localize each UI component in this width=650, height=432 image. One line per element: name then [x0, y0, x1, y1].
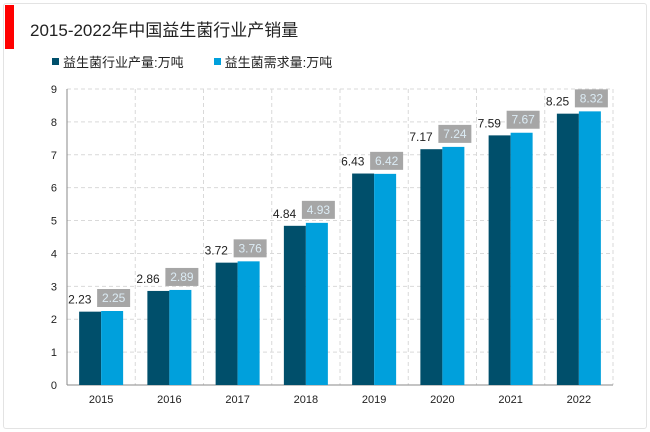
bar-demand [510, 132, 533, 385]
legend-item-demand: 益生菌需求量:万吨 [213, 52, 333, 71]
bar-production [352, 173, 375, 385]
legend: 益生菌行业产量:万吨 益生菌需求量:万吨 [52, 52, 332, 71]
data-label-production: 2.23 [68, 293, 92, 307]
data-label-demand: 7.24 [443, 127, 467, 141]
y-tick-label: 8 [51, 117, 57, 129]
data-label-box-demand [165, 267, 199, 286]
bar-demand [237, 261, 260, 385]
x-tick-label: 2019 [362, 394, 386, 406]
legend-item-production: 益生菌行业产量:万吨 [52, 52, 184, 71]
legend-label-production: 益生菌行业产量:万吨 [63, 55, 184, 70]
data-label-production: 7.17 [409, 130, 433, 144]
data-label-demand: 6.42 [375, 154, 399, 168]
x-tick-label: 2017 [225, 394, 249, 406]
data-label-demand: 4.93 [307, 203, 331, 217]
bar-demand [101, 311, 124, 385]
bar-production [79, 311, 102, 385]
bar-demand [374, 173, 397, 385]
data-label-production: 6.43 [341, 155, 365, 169]
data-label-box-demand [233, 239, 267, 258]
y-tick-label: 5 [51, 216, 57, 228]
data-label-box-demand [506, 110, 540, 129]
x-tick-label: 2015 [89, 394, 113, 406]
data-label-production: 7.59 [478, 116, 502, 130]
bar-production [215, 262, 238, 385]
bar-demand [169, 289, 192, 385]
data-label-box-demand [370, 151, 404, 170]
chart-frame [3, 3, 647, 429]
data-label-demand: 7.67 [511, 113, 535, 127]
legend-label-demand: 益生菌需求量:万吨 [224, 55, 333, 70]
x-tick-label: 2022 [567, 394, 591, 406]
chart-title: 2015-2022年中国益生菌行业产销量 [30, 21, 299, 40]
data-label-production: 8.25 [546, 95, 570, 109]
data-label-demand: 2.25 [102, 291, 126, 305]
y-tick-label: 6 [51, 183, 57, 195]
y-tick-label: 0 [51, 380, 57, 392]
legend-swatch-demand [213, 58, 221, 65]
y-tick-label: 7 [51, 150, 57, 162]
x-tick-label: 2016 [157, 394, 181, 406]
data-label-box-demand [438, 124, 472, 143]
bar-production [420, 149, 443, 385]
legend-swatch-production [52, 58, 59, 65]
data-label-box-demand [301, 200, 335, 219]
data-label-production: 3.72 [205, 244, 229, 258]
title-accent-bar [5, 5, 14, 49]
y-tick-label: 1 [51, 347, 57, 359]
y-tick-label: 9 [51, 84, 57, 96]
bar-demand [578, 111, 601, 385]
bar-production [283, 225, 306, 385]
bar-demand [305, 222, 328, 385]
bar-production [556, 113, 579, 386]
bar-demand [442, 146, 465, 385]
data-label-demand: 2.89 [170, 270, 194, 284]
y-tick-label: 3 [51, 281, 57, 293]
x-tick-label: 2018 [294, 394, 318, 406]
y-tick-label: 4 [51, 248, 57, 260]
data-label-production: 2.86 [136, 272, 160, 286]
data-label-production: 4.84 [273, 207, 297, 221]
bar-production [488, 135, 511, 385]
x-tick-label: 2020 [430, 394, 454, 406]
y-tick-label: 2 [51, 314, 57, 326]
data-label-box-demand [97, 289, 131, 307]
data-label-box-demand [574, 89, 608, 108]
data-label-demand: 8.32 [580, 91, 604, 105]
x-tick-label: 2021 [498, 394, 522, 406]
bar-production [147, 290, 170, 385]
data-label-demand: 3.76 [238, 241, 262, 255]
